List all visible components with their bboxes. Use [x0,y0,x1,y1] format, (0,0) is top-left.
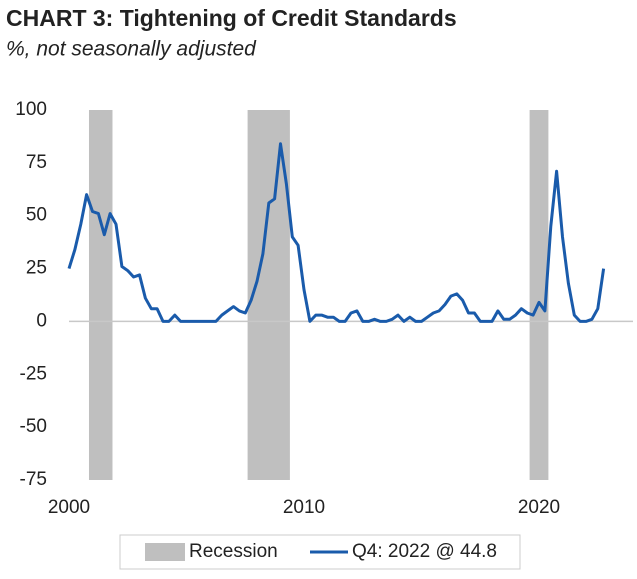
legend-swatch [145,543,185,561]
legend-box [119,534,521,570]
legend-label: Q4: 2022 @ 44.8 [352,541,497,562]
chart-subtitle: %, not seasonally adjusted [6,38,257,61]
y-tick-label: -25 [20,363,47,384]
legend-label: Recession [189,541,278,562]
x-tick-label: 2020 [518,497,560,518]
y-tick-label: -75 [20,469,47,490]
recession-band [247,110,290,480]
x-tick-label: 2000 [48,497,90,518]
recession-band [88,110,113,480]
chart-title: CHART 3: Tightening of Credit Standards [6,5,457,31]
y-tick-label: 75 [26,152,47,173]
y-tick-label: 0 [36,310,47,331]
y-tick-label: 50 [26,205,47,226]
y-tick-label: 25 [26,258,47,279]
series-line [67,142,606,323]
y-tick-label: 100 [15,99,47,120]
x-tick-label: 2010 [283,497,325,518]
y-tick-label: -50 [20,416,47,437]
recession-band [529,110,549,480]
